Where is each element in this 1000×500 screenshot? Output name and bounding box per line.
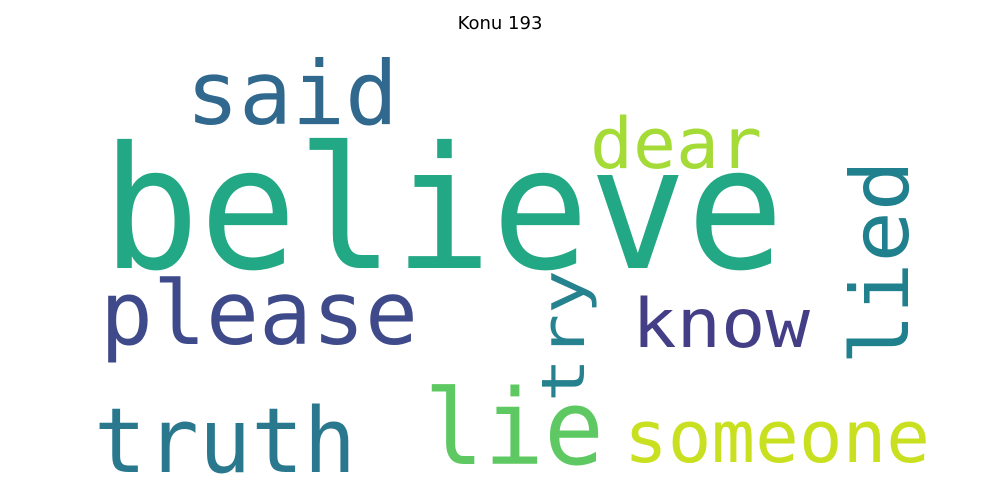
word-someone: someone: [624, 395, 930, 479]
word-lie: lie: [424, 367, 604, 489]
word-believe: believe: [102, 111, 784, 309]
word-dear: dear: [590, 103, 762, 185]
figure-title: Konu 193: [457, 13, 543, 34]
word-truth: truth: [94, 389, 356, 494]
word-please: please: [100, 262, 418, 365]
word-lied: lied: [834, 160, 927, 365]
word-try: try: [529, 270, 599, 402]
word-said: said: [186, 42, 398, 145]
word-know: know: [632, 285, 810, 364]
